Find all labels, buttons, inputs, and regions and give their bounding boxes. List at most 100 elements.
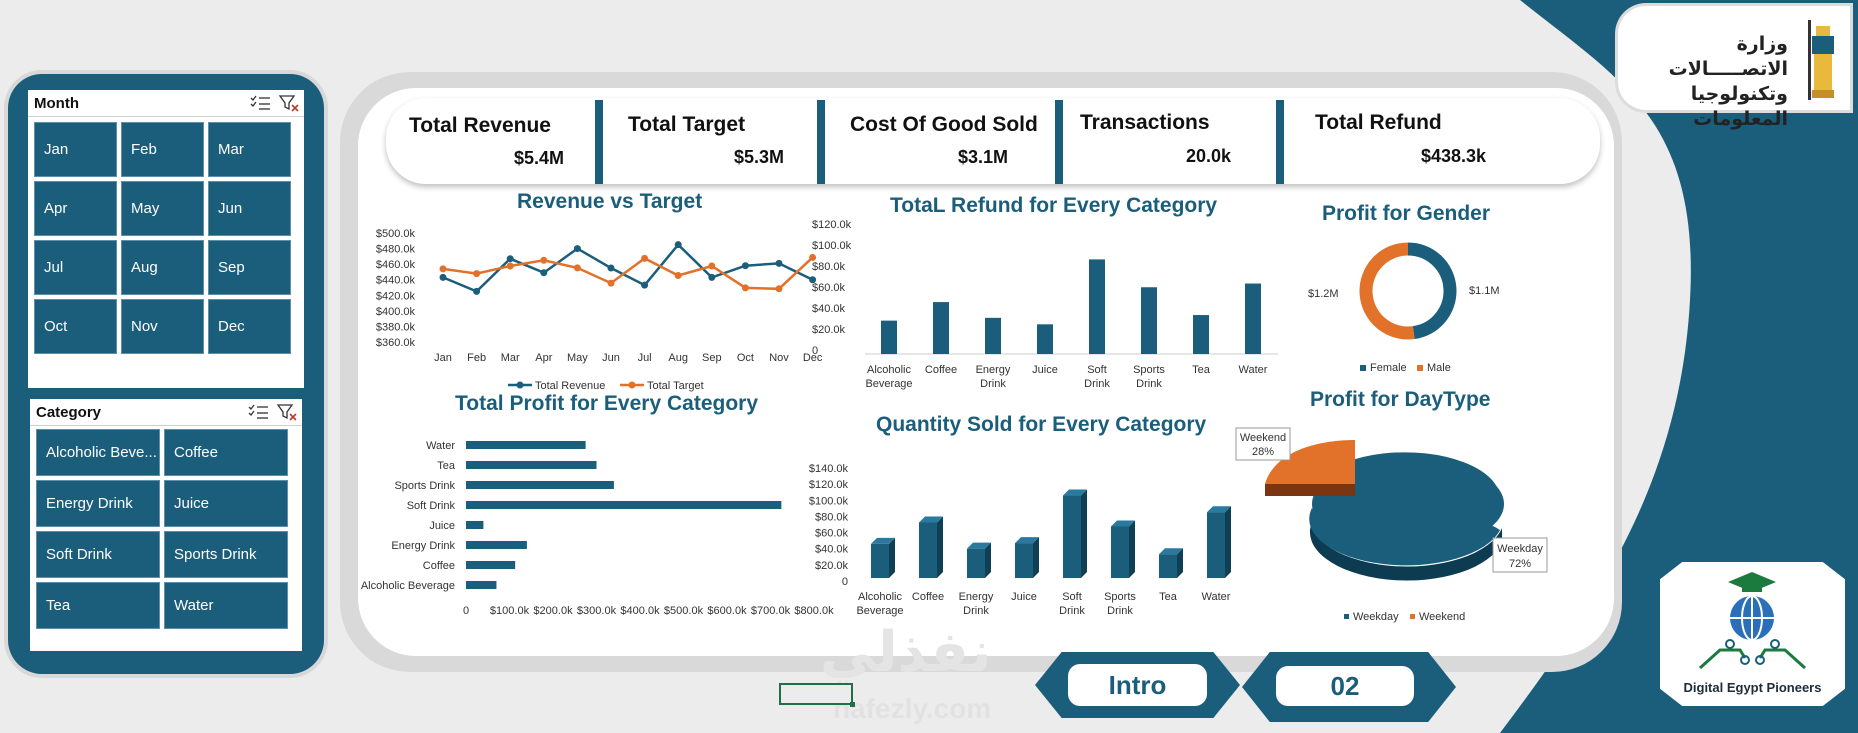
intro-button[interactable]: Intro — [1068, 664, 1207, 706]
ministry-name: وزارة الاتصـــــالات وتكنولوجيا المعلوما… — [1618, 32, 1788, 132]
y-right-tick-label: $20.0k — [812, 324, 846, 336]
legend-label-revenue: Total Revenue — [535, 380, 605, 392]
donut-label-female: $1.1M — [1469, 285, 1500, 297]
month-slicer-item[interactable]: Sep — [208, 240, 291, 295]
bar-refund — [881, 320, 897, 354]
bar-top-quantity — [967, 542, 991, 549]
x-tick-label: Feb — [467, 352, 486, 364]
kpi-total-refund-title: Total Refund — [1315, 111, 1442, 134]
callout-label-weekday: Weekday — [1497, 543, 1543, 555]
month-slicer-item[interactable]: Oct — [34, 299, 117, 354]
data-point — [540, 269, 548, 277]
y-left-tick-label: $420.0k — [376, 290, 416, 302]
y-tick-label: $100.0k — [809, 495, 849, 507]
kpi-total-target-value: $5.3M — [734, 147, 785, 167]
pie-slice-weekend-side — [1265, 484, 1355, 496]
data-point — [506, 262, 514, 270]
bar-profit — [466, 581, 497, 589]
y-tick-label: Sports Drink — [394, 480, 455, 492]
data-point — [473, 287, 481, 295]
daytype-chart-title: Profit for DayType — [1310, 388, 1491, 411]
category-slicer-item[interactable]: Sports Drink — [164, 531, 288, 578]
x-tick-label: Energy — [959, 591, 994, 603]
clear-filter-icon[interactable] — [276, 93, 302, 113]
kpi-total-revenue-value: $5.4M — [514, 148, 565, 168]
y-tick-label: Tea — [437, 460, 456, 472]
category-slicer-item[interactable]: Water — [164, 582, 288, 629]
multi-select-icon[interactable] — [246, 402, 272, 422]
bar-quantity — [1207, 512, 1225, 578]
category-slicer-item[interactable]: Alcoholic Beve... — [36, 429, 160, 476]
series-line-1 — [442, 256, 814, 291]
data-point — [708, 262, 716, 270]
bar-profit — [466, 541, 527, 549]
month-slicer-item[interactable]: Jan — [34, 122, 117, 177]
kpi-total-revenue-title: Total Revenue — [409, 114, 551, 137]
month-slicer-item[interactable]: Aug — [121, 240, 204, 295]
bar-top-quantity — [919, 516, 943, 523]
bar-side-quantity — [1177, 548, 1183, 578]
kpi-total-refund-value: $438.3k — [1421, 146, 1487, 166]
bar-top-quantity — [1159, 548, 1183, 555]
legend-marker-weekday — [1344, 614, 1349, 619]
x-tick-label: Beverage — [856, 605, 903, 617]
month-slicer-item[interactable]: Nov — [121, 299, 204, 354]
selected-cell[interactable] — [779, 683, 855, 707]
page-number-button[interactable]: 02 — [1276, 666, 1414, 706]
y-tick-label: $20.0k — [815, 560, 849, 572]
bar-profit — [466, 461, 597, 469]
month-slicer-item[interactable]: Jul — [34, 240, 117, 295]
bar-top-quantity — [1111, 520, 1135, 527]
pie-slice-weekday-side — [1309, 508, 1502, 581]
category-slicer-item[interactable]: Soft Drink — [36, 531, 160, 578]
month-slicer-item[interactable]: Apr — [34, 181, 117, 236]
x-tick-label: Sports — [1104, 591, 1136, 603]
bar-side-quantity — [1033, 537, 1039, 578]
callout-label-weekday: 72% — [1509, 558, 1531, 570]
x-tick-label: $100.0k — [490, 605, 530, 617]
y-left-tick-label: $480.0k — [376, 244, 416, 256]
x-tick-label: Drink — [1107, 605, 1133, 617]
kpi-separator — [1055, 100, 1063, 184]
bar-refund — [933, 302, 949, 354]
legend-marker-weekend — [1410, 614, 1415, 619]
category-slicer-header: Category — [30, 399, 302, 426]
x-tick-label: $200.0k — [533, 605, 573, 617]
y-tick-label: $120.0k — [809, 479, 849, 491]
donut-slice-male — [1359, 242, 1415, 340]
x-tick-label: Soft — [1087, 364, 1107, 376]
month-slicer-item[interactable]: Jun — [208, 181, 291, 236]
category-slicer-item[interactable]: Juice — [164, 480, 288, 527]
clear-filter-icon[interactable] — [274, 402, 300, 422]
bar-top-quantity — [1015, 537, 1039, 544]
bar-quantity — [967, 548, 985, 578]
x-tick-label: Oct — [737, 352, 754, 364]
y-right-tick-label: $60.0k — [812, 282, 846, 294]
kpi-separator — [595, 100, 603, 184]
month-slicer-item[interactable]: May — [121, 181, 204, 236]
month-slicer-item[interactable]: Mar — [208, 122, 291, 177]
y-tick-label: Alcoholic Beverage — [361, 580, 455, 592]
callout-box-weekend — [1235, 427, 1291, 461]
x-tick-label: Drink — [1059, 605, 1085, 617]
month-slicer-item[interactable]: Feb — [121, 122, 204, 177]
category-slicer-item[interactable]: Energy Drink — [36, 480, 160, 527]
month-slicer-header: Month — [28, 90, 304, 117]
category-slicer-item[interactable]: Coffee — [164, 429, 288, 476]
bar-top-quantity — [1063, 489, 1087, 496]
pie-slice-weekday-top — [1312, 458, 1504, 550]
legend-label-male: Male — [1427, 362, 1451, 374]
category-slicer-item[interactable]: Tea — [36, 582, 160, 629]
watermark-latin: nafezly.com — [833, 693, 992, 724]
data-point — [607, 279, 615, 287]
month-slicer-item[interactable]: Dec — [208, 299, 291, 354]
callout-label-weekend: Weekend — [1240, 432, 1286, 444]
x-tick-label: Jul — [638, 352, 652, 364]
data-point — [540, 256, 548, 264]
multi-select-icon[interactable] — [248, 93, 274, 113]
revenue-target-chart-title: Revenue vs Target — [517, 190, 703, 213]
x-tick-label: Tea — [1192, 364, 1211, 376]
bar-refund — [1141, 287, 1157, 354]
legend-marker-revenue — [516, 381, 524, 389]
x-tick-label: $300.0k — [577, 605, 617, 617]
